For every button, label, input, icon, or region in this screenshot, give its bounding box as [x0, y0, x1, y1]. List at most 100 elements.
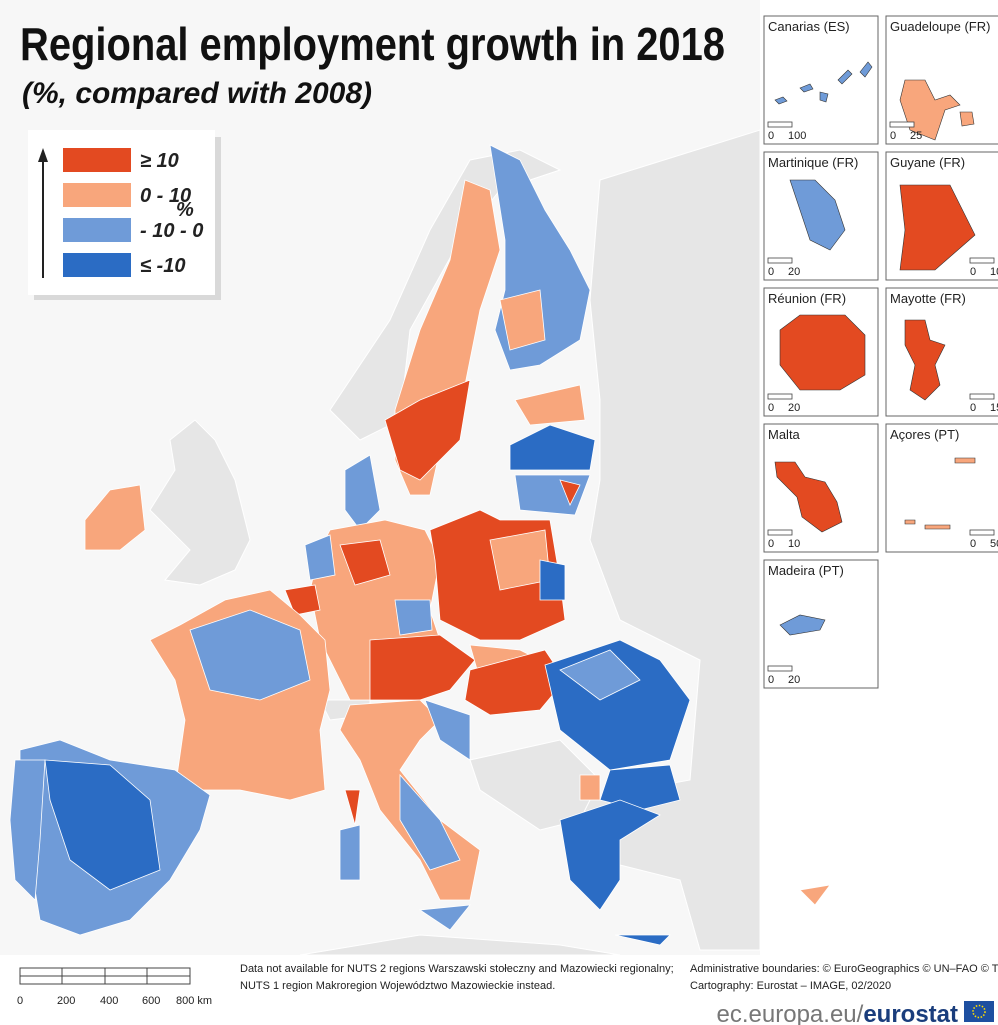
inset-scale-label: 100 [788, 130, 806, 142]
inset-label: Canarias (ES) [768, 19, 850, 34]
region [424, 699, 471, 761]
region [614, 934, 671, 946]
region [799, 884, 831, 906]
inset-scale-label: 0 [970, 538, 976, 550]
inset-scale-label: 25 [910, 130, 922, 142]
region [44, 759, 161, 891]
inset-scale-label: 0 [890, 130, 896, 142]
inset-scale-bar [767, 121, 793, 128]
legend-label: ≤ -10 [140, 255, 185, 277]
legend-swatch [63, 253, 131, 277]
region [189, 609, 311, 701]
region [509, 424, 596, 471]
legend-unit: % [176, 199, 194, 221]
scale-label: 0 [17, 995, 23, 1007]
region [514, 384, 586, 426]
region [339, 539, 391, 586]
inset-label: Mayotte (FR) [890, 291, 966, 306]
scale-label: 800 km [176, 995, 212, 1007]
inset-scale-bar [767, 529, 793, 536]
eu-stars [972, 1004, 986, 1019]
inset-scale-label: 0 [768, 402, 774, 414]
region [339, 824, 361, 881]
legend: ≥ 10 0 - 10 - 10 - 0 ≤ -10 [63, 148, 203, 277]
credit-line: Administrative boundaries: © EuroGeograp… [690, 963, 998, 975]
inset-scale-label: 0 [768, 538, 774, 550]
inset-scale-label: 20 [788, 674, 800, 686]
inset-label: Açores (PT) [890, 427, 959, 442]
brand: eurostat [863, 1001, 958, 1025]
map-title: Regional employment growth in 2018 [20, 18, 725, 70]
region [369, 634, 476, 701]
inset-label: Malta [768, 427, 801, 442]
region [418, 904, 471, 931]
scale-label: 200 [57, 995, 75, 1007]
region [344, 789, 361, 826]
inset-scale-label: 0 [970, 402, 976, 414]
inset-scale-label: 20 [788, 266, 800, 278]
inset-region [904, 457, 976, 530]
legend-label: - 10 - 0 [140, 220, 203, 242]
inset-scale-bar [969, 393, 995, 400]
inset-scale-label: 10 [788, 538, 800, 550]
region [559, 479, 581, 506]
scale-bar: 0 200 400 600 800 km [17, 967, 212, 1007]
note-line: Data not available for NUTS 2 regions Wa… [240, 963, 674, 975]
inset-scale-bar [969, 257, 995, 264]
inset-region [774, 61, 873, 105]
region [84, 484, 146, 551]
inset-scale-label: 100 [990, 266, 998, 278]
non-eu-land [149, 129, 761, 956]
inset-scale-label: 0 [768, 266, 774, 278]
map-subtitle: (%, compared with 2008) [22, 77, 372, 110]
region [579, 774, 601, 801]
legend-arrow-head [38, 148, 48, 162]
legend-swatch [63, 183, 131, 207]
credit-line: Cartography: Eurostat – IMAGE, 02/2020 [690, 980, 891, 992]
inset-label: Guyane (FR) [890, 155, 965, 170]
inset-scale-label: 0 [768, 674, 774, 686]
inset-scale-bar [767, 257, 793, 264]
region [344, 454, 381, 531]
inset-scale-bar [889, 121, 915, 128]
inset-scale-bar [969, 529, 995, 536]
region [284, 584, 321, 616]
inset-label: Madeira (PT) [768, 563, 844, 578]
inset-label: Guadeloupe (FR) [890, 19, 990, 34]
region [399, 773, 461, 871]
source: ec.europa.eu/eurostat [717, 1001, 958, 1025]
scale-label: 600 [142, 995, 160, 1007]
inset-region [779, 314, 866, 391]
region [539, 559, 566, 601]
inset-region [779, 614, 826, 636]
inset-region [904, 319, 946, 401]
inset-region [899, 184, 976, 271]
region [464, 649, 566, 716]
region [384, 379, 471, 481]
inset-scale-label: 15 [990, 402, 998, 414]
legend-label: 0 - 10 [140, 185, 191, 207]
region [559, 799, 661, 911]
inset-region [899, 79, 975, 141]
legend-swatch [63, 148, 131, 172]
inset-scale-bar [767, 393, 793, 400]
inset-scale-bar [767, 665, 793, 672]
eu-regions [9, 144, 831, 946]
region [499, 289, 546, 351]
region [304, 534, 336, 581]
region [9, 759, 46, 901]
source-url: ec.europa.eu/ [717, 1001, 864, 1025]
inset-scale-label: 20 [788, 402, 800, 414]
inset-scale-label: 50 [990, 538, 998, 550]
inset-region [774, 461, 843, 533]
legend-label: ≥ 10 [140, 150, 179, 172]
inset-label: Martinique (FR) [768, 155, 858, 170]
region [559, 649, 641, 701]
note-line: NUTS 1 region Makroregion Województwo Ma… [240, 980, 555, 992]
inset-scale-label: 0 [970, 266, 976, 278]
scale-label: 400 [100, 995, 118, 1007]
inset-label: Réunion (FR) [768, 291, 846, 306]
inset-scale-label: 0 [768, 130, 774, 142]
